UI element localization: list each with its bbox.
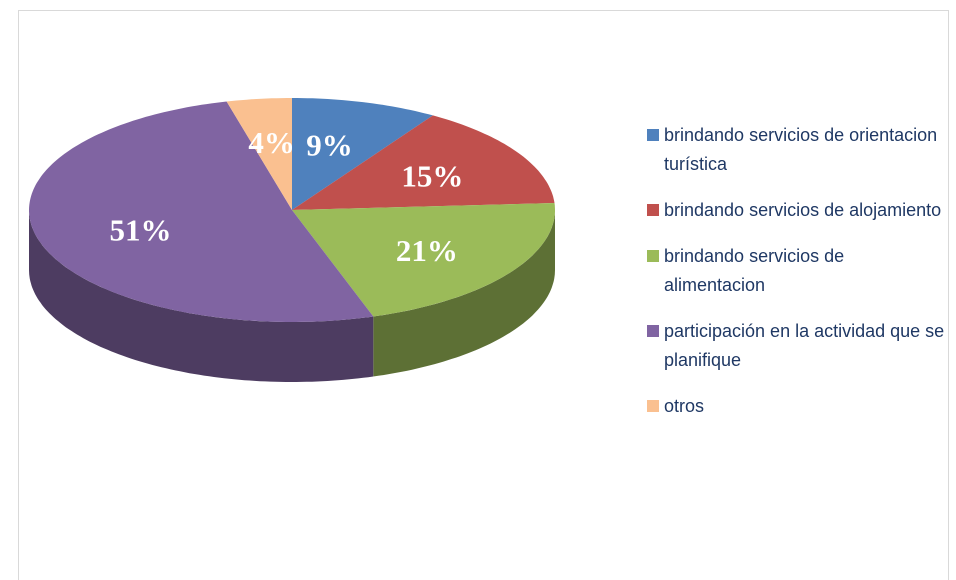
chart-border <box>18 10 949 580</box>
pie-slice <box>292 115 555 210</box>
pie-slice <box>292 203 555 317</box>
pie-slice-side <box>373 210 555 377</box>
legend-swatch <box>647 204 659 216</box>
legend-item: brindando servicios de alojamiento <box>647 196 947 225</box>
legend-swatch <box>647 250 659 262</box>
legend-item: participación en la actividad que se pla… <box>647 317 947 375</box>
legend-label: otros <box>664 396 705 416</box>
data-label: 21% <box>396 233 458 268</box>
legend: brindando servicios de orientacion turís… <box>647 121 947 438</box>
pie-slice <box>29 101 374 322</box>
legend-label: participación en la actividad que se pla… <box>664 321 945 370</box>
legend-label: brindando servicios de alojamiento <box>664 200 942 220</box>
pie-slice <box>226 98 292 210</box>
legend-item: brindando servicios de alimentacion <box>647 242 947 300</box>
pie-slice-side <box>29 210 374 382</box>
data-label: 15% <box>401 159 463 194</box>
data-label: 9% <box>306 127 353 162</box>
legend-item: otros <box>647 392 947 421</box>
legend-label: brindando servicios de alimentacion <box>664 246 845 295</box>
legend-swatch <box>647 400 659 412</box>
pie-slice <box>292 98 433 210</box>
data-label: 4% <box>248 125 295 160</box>
data-label: 51% <box>110 213 172 248</box>
legend-label: brindando servicios de orientacion turís… <box>664 125 938 174</box>
legend-swatch <box>647 129 659 141</box>
legend-item: brindando servicios de orientacion turís… <box>647 121 947 179</box>
legend-swatch <box>647 325 659 337</box>
